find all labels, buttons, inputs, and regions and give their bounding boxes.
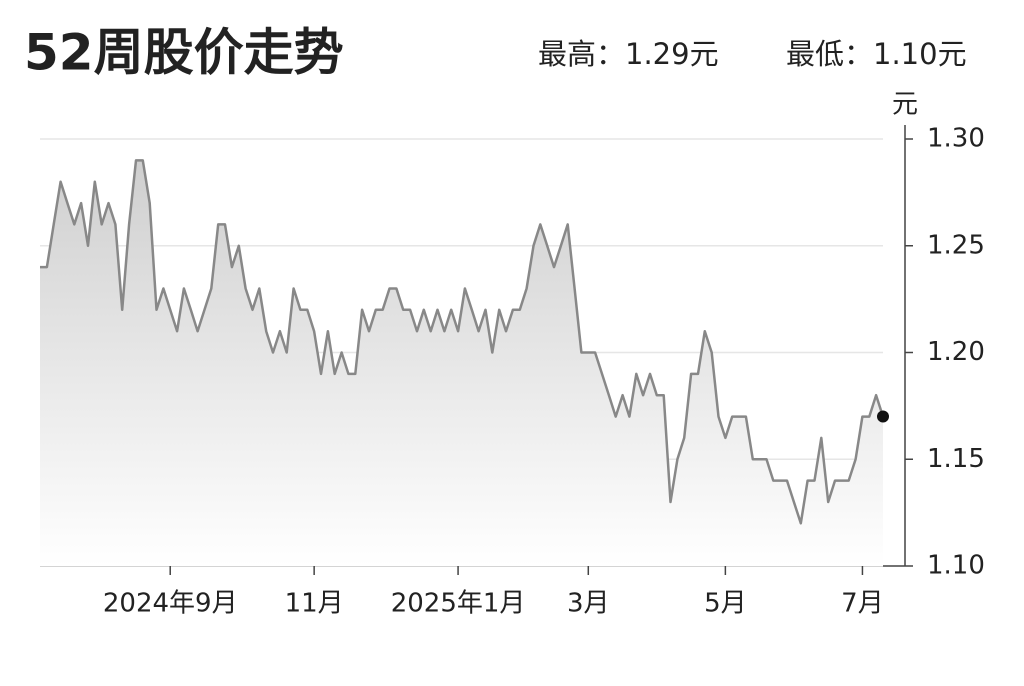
price-line [40, 159, 885, 525]
x-tick-label: 3月 [567, 589, 610, 619]
x-tick-label: 2025年1月 [391, 589, 526, 619]
x-tick-label: 7月 [841, 589, 884, 619]
y-tick-label: 1.30 [927, 124, 985, 154]
x-tick-label: 5月 [704, 589, 747, 619]
low-label: 最低：1.10元 [786, 37, 967, 71]
x-tick-label: 2024年9月 [103, 589, 238, 619]
price-area [40, 160, 883, 566]
y-tick-label: 1.10 [927, 551, 985, 581]
x-tick-label: 11月 [285, 589, 344, 619]
y-tick-label: 1.20 [927, 337, 985, 367]
last-point [877, 410, 889, 423]
high-label: 最高：1.29元 [538, 37, 719, 71]
y-tick-label: 1.25 [927, 230, 985, 260]
y-unit: 元 [892, 90, 918, 120]
y-tick-label: 1.15 [927, 444, 985, 474]
chart-title: 52周股价走势 [24, 24, 344, 82]
